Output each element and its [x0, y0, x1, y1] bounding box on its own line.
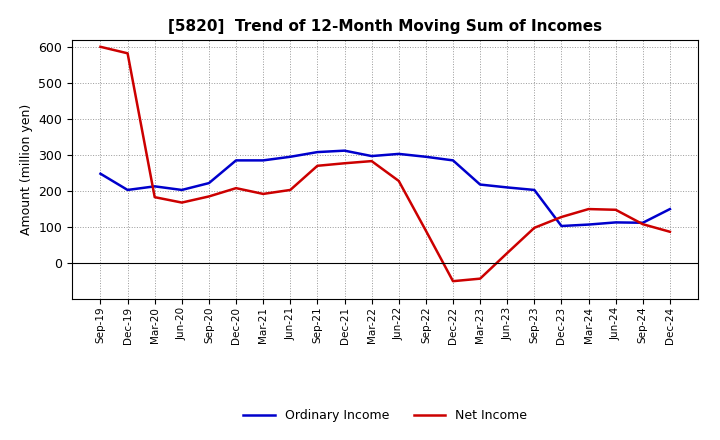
- Ordinary Income: [367, 154, 376, 159]
- Y-axis label: Amount (million yen): Amount (million yen): [19, 104, 32, 235]
- Net Income: [96, 44, 105, 49]
- Net Income: [178, 200, 186, 205]
- Ordinary Income: [530, 187, 539, 193]
- Net Income: [204, 194, 213, 199]
- Net Income: [421, 228, 430, 233]
- Ordinary Income: [584, 222, 593, 227]
- Ordinary Income: [286, 154, 294, 159]
- Ordinary Income: [611, 220, 620, 225]
- Ordinary Income: [665, 206, 674, 212]
- Title: [5820]  Trend of 12-Month Moving Sum of Incomes: [5820] Trend of 12-Month Moving Sum of I…: [168, 19, 602, 34]
- Net Income: [639, 222, 647, 227]
- Ordinary Income: [96, 171, 105, 176]
- Ordinary Income: [557, 224, 566, 229]
- Net Income: [367, 158, 376, 164]
- Net Income: [232, 186, 240, 191]
- Ordinary Income: [449, 158, 457, 163]
- Ordinary Income: [421, 154, 430, 159]
- Net Income: [476, 276, 485, 281]
- Ordinary Income: [341, 148, 349, 153]
- Net Income: [530, 225, 539, 231]
- Net Income: [313, 163, 322, 169]
- Net Income: [259, 191, 268, 197]
- Legend: Ordinary Income, Net Income: Ordinary Income, Net Income: [238, 404, 532, 427]
- Net Income: [503, 250, 511, 256]
- Net Income: [395, 178, 403, 183]
- Net Income: [341, 161, 349, 166]
- Net Income: [449, 279, 457, 284]
- Net Income: [665, 229, 674, 235]
- Ordinary Income: [313, 150, 322, 155]
- Ordinary Income: [259, 158, 268, 163]
- Net Income: [123, 51, 132, 56]
- Ordinary Income: [178, 187, 186, 193]
- Ordinary Income: [123, 187, 132, 193]
- Ordinary Income: [476, 182, 485, 187]
- Ordinary Income: [395, 151, 403, 157]
- Ordinary Income: [150, 184, 159, 189]
- Ordinary Income: [204, 180, 213, 186]
- Line: Net Income: Net Income: [101, 47, 670, 281]
- Ordinary Income: [232, 158, 240, 163]
- Net Income: [557, 214, 566, 220]
- Net Income: [584, 206, 593, 212]
- Net Income: [150, 194, 159, 200]
- Line: Ordinary Income: Ordinary Income: [101, 150, 670, 226]
- Net Income: [611, 207, 620, 213]
- Net Income: [286, 187, 294, 193]
- Ordinary Income: [503, 185, 511, 190]
- Ordinary Income: [639, 220, 647, 225]
